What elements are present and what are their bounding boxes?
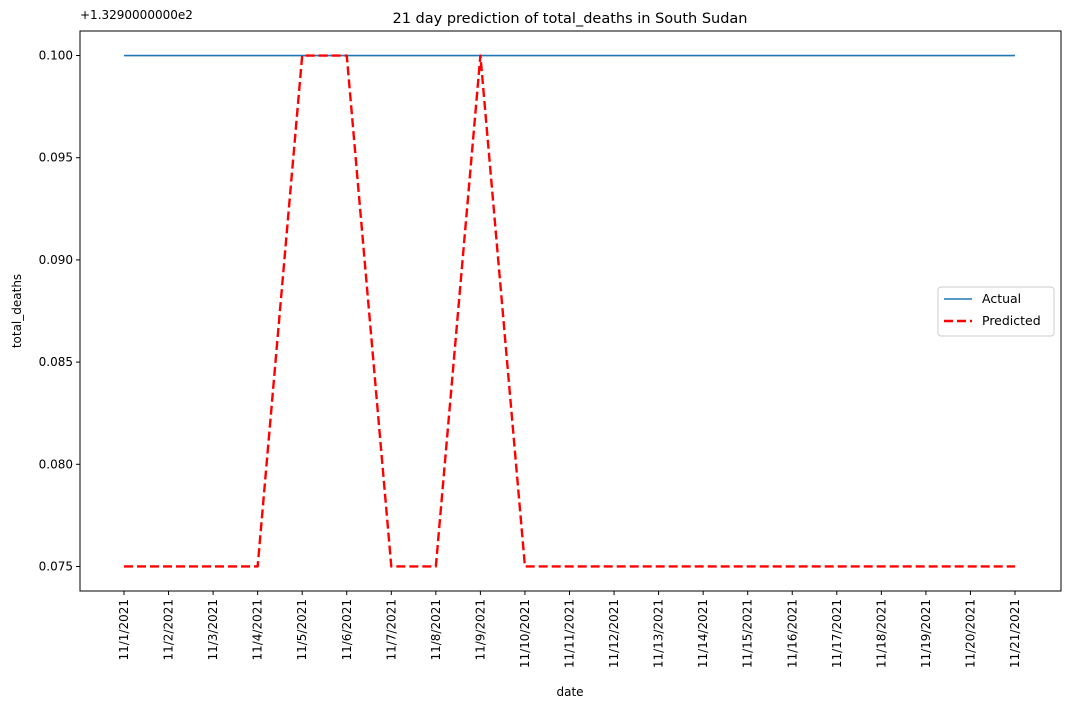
y-tick-label: 0.075 bbox=[39, 559, 73, 573]
y-offset-label: +1.3290000000e2 bbox=[80, 8, 193, 22]
x-axis: 11/1/2021 11/2/2021 11/3/2021 11/4/2021 11/5… bbox=[117, 591, 1022, 668]
x-tick-label: 11/13/2021 bbox=[652, 599, 666, 668]
x-tick-label: 11/14/2021 bbox=[696, 599, 710, 668]
x-tick-label: 11/7/2021 bbox=[384, 599, 398, 661]
x-tick-label: 11/16/2021 bbox=[785, 599, 799, 668]
x-tick-label: 11/5/2021 bbox=[295, 599, 309, 661]
x-tick-label: 11/20/2021 bbox=[963, 599, 977, 668]
chart-title: 21 day prediction of total_deaths in Sou… bbox=[393, 11, 748, 27]
x-tick-label: 11/10/2021 bbox=[518, 599, 532, 668]
x-tick-label: 11/8/2021 bbox=[429, 599, 443, 661]
x-tick-label: 11/9/2021 bbox=[473, 599, 487, 661]
legend: Actual Predicted bbox=[937, 286, 1055, 337]
y-tick-label: 0.085 bbox=[39, 355, 73, 369]
x-tick-label: 11/6/2021 bbox=[340, 599, 354, 661]
y-tick-label: 0.080 bbox=[39, 457, 73, 471]
series-line-predicted bbox=[124, 54, 1015, 568]
y-tick-label: 0.095 bbox=[39, 151, 73, 165]
x-tick-label: 11/11/2021 bbox=[563, 599, 577, 668]
x-tick-label: 11/2/2021 bbox=[162, 599, 176, 661]
x-tick-label: 11/19/2021 bbox=[919, 599, 933, 668]
plot-frame bbox=[79, 30, 1062, 592]
legend-label: Predicted bbox=[982, 313, 1041, 328]
x-axis-title: date bbox=[556, 685, 583, 699]
y-axis: 0.075 0.080 0.085 0.090 0.095 0.100 bbox=[39, 49, 80, 573]
x-tick-label: 11/1/2021 bbox=[117, 599, 131, 661]
y-axis-title: total_deaths bbox=[10, 274, 24, 348]
x-tick-label: 11/18/2021 bbox=[874, 599, 888, 668]
series-group bbox=[124, 54, 1015, 568]
x-tick-label: 11/17/2021 bbox=[830, 599, 844, 668]
y-tick-label: 0.100 bbox=[39, 49, 73, 63]
y-tick-label: 0.090 bbox=[39, 253, 73, 267]
x-tick-label: 11/12/2021 bbox=[607, 599, 621, 668]
legend-label: Actual bbox=[982, 291, 1021, 306]
x-tick-label: 11/3/2021 bbox=[206, 599, 220, 661]
x-tick-label: 11/21/2021 bbox=[1008, 599, 1022, 668]
x-tick-label: 11/4/2021 bbox=[251, 599, 265, 661]
x-tick-label: 11/15/2021 bbox=[741, 599, 755, 668]
